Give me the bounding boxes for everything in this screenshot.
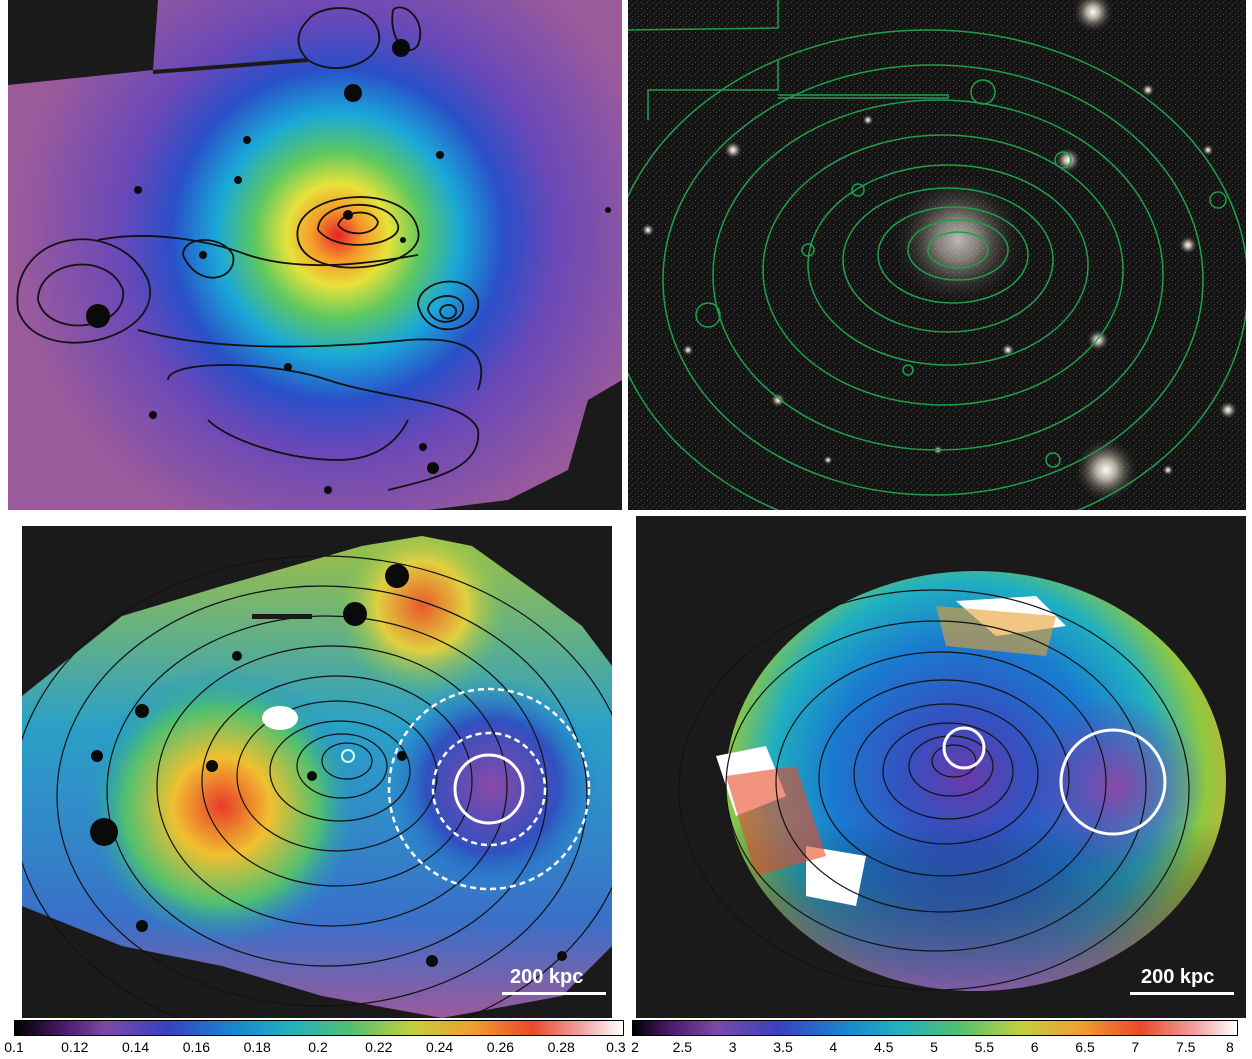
tick: 6 bbox=[1030, 1039, 1039, 1055]
optical-image-contours bbox=[628, 0, 1246, 510]
tick: 0.28 bbox=[547, 1039, 575, 1055]
tick: 0.1 bbox=[4, 1039, 24, 1055]
scale-label: 200 kpc bbox=[510, 966, 584, 988]
tick: 0.26 bbox=[486, 1039, 515, 1055]
panel-top-left bbox=[8, 0, 622, 510]
masked-sources bbox=[86, 39, 611, 494]
masked-sources bbox=[90, 564, 567, 967]
colorbar-left bbox=[14, 1020, 624, 1036]
tick: 5.5 bbox=[974, 1039, 995, 1055]
colorbar-left-ticks: 0.1 0.12 0.14 0.16 0.18 0.2 0.22 0.24 0.… bbox=[4, 1039, 626, 1057]
tick: 4 bbox=[829, 1039, 838, 1055]
tick: 5 bbox=[930, 1039, 938, 1055]
hot-regions bbox=[716, 596, 1066, 906]
tick: 2.5 bbox=[672, 1039, 693, 1055]
tick: 3 bbox=[728, 1039, 737, 1055]
contours bbox=[22, 555, 612, 1018]
tick: 0.14 bbox=[121, 1039, 150, 1055]
contours bbox=[16, 6, 483, 491]
colorbar-right-ticks: 2 2.5 3 3.5 4 4.5 5 5.5 6 6.5 7 7.5 8 bbox=[631, 1039, 1236, 1057]
tick: 6.5 bbox=[1075, 1039, 1095, 1055]
scale-bar bbox=[502, 992, 606, 995]
tick: 8 bbox=[1226, 1039, 1234, 1055]
panel-bottom-left: 200 kpc bbox=[22, 526, 612, 1018]
tick: 0.24 bbox=[425, 1039, 454, 1055]
colorbar-right bbox=[632, 1020, 1238, 1036]
contours bbox=[678, 589, 1190, 991]
tick: 2 bbox=[631, 1039, 639, 1055]
tick: 7 bbox=[1131, 1039, 1140, 1055]
tick: 4.5 bbox=[873, 1039, 894, 1055]
temperature-map-binned bbox=[636, 516, 1246, 1018]
panel-top-right bbox=[628, 0, 1246, 510]
contours-green bbox=[628, 0, 1246, 510]
region-circles bbox=[942, 726, 1167, 836]
tick: 7.5 bbox=[1175, 1039, 1196, 1055]
tick: 0.22 bbox=[365, 1039, 393, 1055]
tick: 0.12 bbox=[61, 1039, 89, 1055]
tick: 0.3 bbox=[606, 1039, 626, 1055]
scale-bar bbox=[1130, 992, 1234, 995]
tick: 0.18 bbox=[243, 1039, 271, 1055]
region-circles bbox=[341, 687, 591, 891]
panel-bottom-right: 200 kpc bbox=[636, 516, 1246, 1018]
tick: 3.5 bbox=[773, 1039, 793, 1055]
abundance-map bbox=[22, 526, 612, 1018]
scale-label: 200 kpc bbox=[1141, 966, 1215, 988]
temperature-map-smooth bbox=[8, 0, 622, 510]
tick: 0.2 bbox=[308, 1039, 328, 1055]
tick: 0.16 bbox=[182, 1039, 211, 1055]
